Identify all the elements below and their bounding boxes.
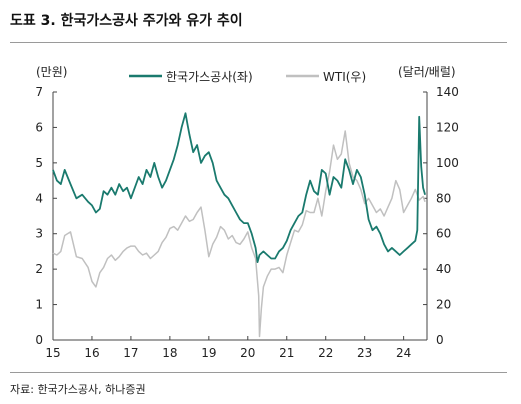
x-tick-label: 24 xyxy=(396,346,411,360)
legend-label-kogas: 한국가스공사(좌) xyxy=(166,70,253,84)
y-right-tick-label: 0 xyxy=(436,333,444,347)
x-tick-label: 21 xyxy=(279,346,294,360)
y-left-tick-label: 3 xyxy=(35,227,43,241)
x-tick-label: 20 xyxy=(240,346,255,360)
y-right-tick-label: 100 xyxy=(436,156,459,170)
x-tick-label: 23 xyxy=(357,346,372,360)
source-divider xyxy=(10,372,507,373)
y-left-tick-label: 2 xyxy=(35,262,43,276)
x-tick-label: 19 xyxy=(201,346,216,360)
series-line-wti xyxy=(52,130,426,338)
y-left-tick-label: 7 xyxy=(35,85,43,99)
y-left-tick-label: 5 xyxy=(35,156,43,170)
y-left-unit-label: (만원) xyxy=(36,65,67,79)
legend-label-wti: WTI(우) xyxy=(323,70,366,84)
series-line-kogas xyxy=(52,112,426,264)
y-left-tick-label: 0 xyxy=(35,333,43,347)
y-right-tick-label: 80 xyxy=(436,191,451,205)
y-right-tick-label: 140 xyxy=(436,85,459,99)
y-left-tick-label: 4 xyxy=(35,191,43,205)
x-tick-label: 15 xyxy=(45,346,60,360)
y-right-unit-label: (달러/배럴) xyxy=(398,65,456,79)
y-left-tick-label: 1 xyxy=(35,298,43,312)
title-divider xyxy=(10,42,507,43)
series-layer xyxy=(52,112,426,338)
legend: 한국가스공사(좌) WTI(우) xyxy=(129,70,366,84)
x-tick-label: 18 xyxy=(162,346,177,360)
y-left-tick-label: 6 xyxy=(35,120,43,134)
source-note: 자료: 한국가스공사, 하나증권 xyxy=(10,383,146,396)
x-tick-label: 22 xyxy=(318,346,333,360)
y-right-tick-label: 60 xyxy=(436,227,451,241)
x-tick-label: 16 xyxy=(84,346,99,360)
y-right-tick-label: 120 xyxy=(436,120,459,134)
figure-title: 도표 3. 한국가스공사 주가와 유가 추이 xyxy=(10,13,243,29)
y-right-tick-label: 20 xyxy=(436,298,451,312)
y-right-tick-label: 40 xyxy=(436,262,451,276)
x-tick-label: 17 xyxy=(123,346,138,360)
